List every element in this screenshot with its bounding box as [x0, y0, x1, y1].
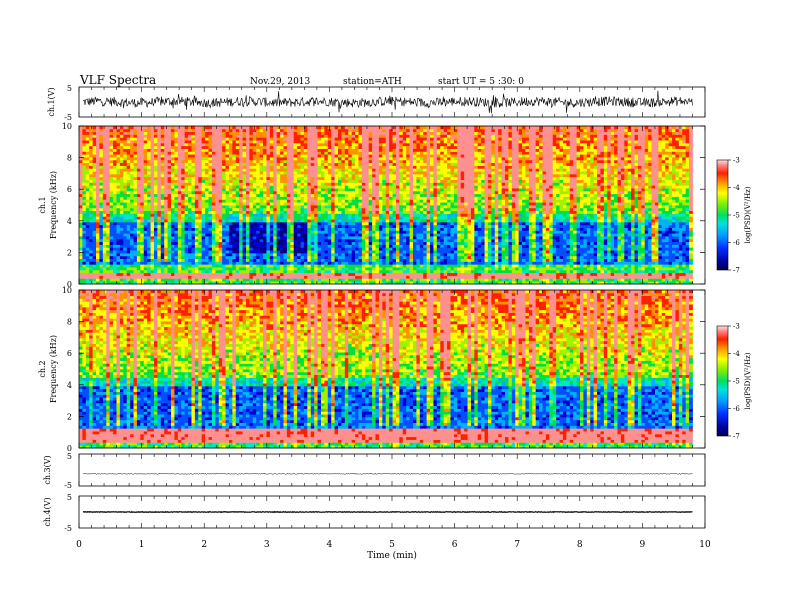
ch1-spectrogram-ytick-label: 4 [67, 217, 72, 226]
ch1-waveform-panel: 5 -5 ch.1(V) [47, 84, 706, 122]
colorbar-tick-label: -3 [733, 157, 740, 165]
colorbar-tick-label: -7 [733, 433, 740, 441]
ch2-colorbar [716, 325, 729, 437]
time-tick-label: 0 [76, 540, 82, 550]
ch1-spectrogram-ytick-label: 0 [67, 280, 72, 289]
colorbar-tick-label: -6 [733, 405, 740, 413]
colorbar-tick-label: -5 [733, 378, 740, 386]
time-tick-label: 5 [389, 540, 395, 550]
time-tick-label: 7 [514, 540, 520, 550]
ch4-waveform-trace [82, 510, 693, 514]
colorbar-tick-label: -6 [733, 239, 740, 247]
time-tick-label: 2 [201, 540, 207, 550]
ch1-spectrogram-ytick-label: 10 [62, 122, 72, 131]
ch1-colorbar-label: log(PSD)(V²/Hz) [744, 186, 752, 243]
ch1-spectrogram-yticks: 0 2 4 6 8 10 [62, 122, 705, 289]
colorbar-tick-label: -4 [733, 350, 740, 358]
ch1-spectrogram-ytick-label: 2 [67, 248, 72, 257]
ch3-waveform-panel: 5 -5 ch.3(V) [43, 452, 706, 490]
ch1-colorbar-ticks: -3 -4 -5 -6 -7 [728, 157, 740, 275]
colorbar-tick-label: -3 [733, 323, 740, 331]
time-axis-ticks [78, 87, 706, 528]
ch1-spectrogram-channel-label: ch.1 [38, 196, 47, 213]
ch1-ytick-bottom: -5 [64, 113, 72, 122]
ch1-waveform-trace [82, 90, 693, 114]
ch3-waveform-trace [82, 472, 693, 475]
start-time-label: start UT = 5 :30: 0 [438, 77, 524, 87]
time-tick-label: 6 [452, 540, 458, 550]
date-label: Nov.29, 2013 [250, 77, 311, 87]
ch4-waveform-ylabel: ch.4(V) [43, 497, 52, 526]
ch2-spectrogram-ytick-label: 8 [67, 318, 72, 327]
station-label: station=ATH [343, 77, 402, 87]
time-tick-label: 8 [577, 540, 583, 550]
ch2-spectrogram-ytick-label: 2 [67, 412, 72, 421]
ch1-waveform-ylabel: ch.1(V) [47, 87, 56, 116]
figure-title: VLF Spectra [79, 73, 156, 87]
ch1-spectrogram-ylabel: Frequency (kHz) [49, 171, 58, 239]
time-tick-label: 1 [139, 540, 145, 550]
ch2-spectrogram-channel-label: ch.2 [38, 360, 47, 377]
time-tick-label: 10 [699, 540, 711, 550]
ch1-spectrogram-image [79, 126, 693, 285]
ch2-colorbar-label: log(PSD)(V²/Hz) [744, 352, 752, 409]
ch3-waveform-ylabel: ch.3(V) [43, 455, 52, 484]
colorbar-tick-label: -4 [733, 184, 740, 192]
ch1-spectrogram-ytick-label: 6 [67, 185, 72, 194]
ch4-waveform-panel: 5 -5 ch.4(V) [43, 493, 706, 533]
colorbar-tick-label: -7 [733, 267, 740, 275]
ch2-spectrogram-ytick-label: 10 [62, 286, 72, 295]
ch3-ytick-bottom: -5 [64, 481, 72, 490]
time-axis-tick-labels: 0 1 2 3 4 5 6 7 8 9 10 [76, 540, 711, 550]
ch3-ytick-top: 5 [67, 452, 72, 461]
ch2-spectrogram-image [79, 290, 693, 449]
ch2-spectrogram-ylabel: Frequency (kHz) [49, 335, 58, 403]
time-tick-label: 4 [327, 540, 333, 550]
ch4-ytick-top: 5 [67, 493, 72, 502]
ch2-colorbar-ticks: -3 -4 -5 -6 -7 [728, 323, 740, 441]
colorbar-tick-label: -5 [733, 212, 740, 220]
ch2-spectrogram-ytick-label: 4 [67, 381, 72, 390]
ch1-spectrogram-ytick-label: 8 [67, 154, 72, 163]
ch1-colorbar [716, 159, 729, 271]
ch2-spectrogram-ytick-label: 6 [67, 349, 72, 358]
time-tick-label: 3 [264, 540, 270, 550]
ch2-spectrogram-yticks: 0 2 4 6 8 10 [62, 286, 705, 453]
ch1-ytick-top: 5 [67, 84, 72, 93]
time-axis-label: Time (min) [367, 550, 417, 561]
time-tick-label: 9 [640, 540, 646, 550]
ch2-spectrogram-ytick-label: 0 [67, 444, 72, 453]
ch4-ytick-bottom: -5 [64, 524, 72, 533]
